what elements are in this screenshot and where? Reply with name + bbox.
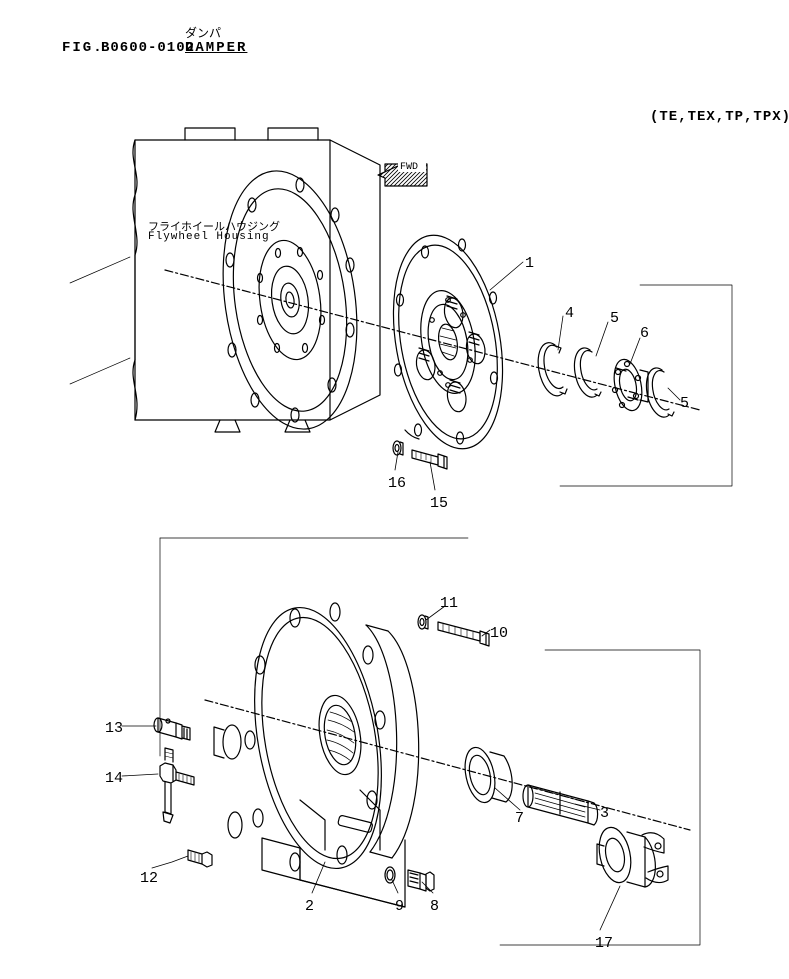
callout-6: 6: [640, 325, 649, 342]
callout-13: 13: [105, 720, 123, 737]
bolt-part-15: [412, 450, 447, 469]
callout-17: 17: [595, 935, 613, 952]
breather-part-13: [154, 718, 190, 740]
callout-11: 11: [440, 595, 458, 612]
callout-5: 5: [610, 310, 619, 327]
callout-2: 2: [305, 898, 314, 915]
washer-part-11: [418, 615, 428, 629]
snap-ring-part-5a: [574, 348, 601, 397]
callout-16: 16: [388, 475, 406, 492]
callout-14: 14: [105, 770, 123, 787]
cover-plate-part-2: [214, 598, 419, 907]
fwd-text: FWD: [400, 162, 418, 173]
callout-3: 3: [600, 805, 609, 822]
callout-8: 8: [430, 898, 439, 915]
bolt-part-10: [438, 622, 489, 646]
fwd-arrow-icon: FWD: [378, 158, 427, 186]
callout-10: 10: [490, 625, 508, 642]
plug-part-8: [408, 870, 434, 891]
callout-7: 7: [515, 810, 524, 827]
callout-15: 15: [430, 495, 448, 512]
shaft-part-3: [523, 785, 598, 825]
drain-part-12: [188, 850, 212, 867]
bearing-part-6: [610, 357, 648, 413]
callout-4: 4: [565, 305, 574, 322]
coupling-part-17: [595, 824, 668, 887]
callout-12: 12: [140, 870, 158, 887]
oring-part-9: [385, 867, 395, 883]
snap-ring-part-5b: [646, 368, 674, 417]
callout-9: 9: [395, 898, 404, 915]
flywheel-housing-part: [133, 128, 380, 438]
damper-disc-part: [378, 227, 518, 458]
adapter-part-14: [160, 748, 194, 823]
callout-1: 1: [525, 255, 534, 272]
callout-5: 5: [680, 395, 689, 412]
